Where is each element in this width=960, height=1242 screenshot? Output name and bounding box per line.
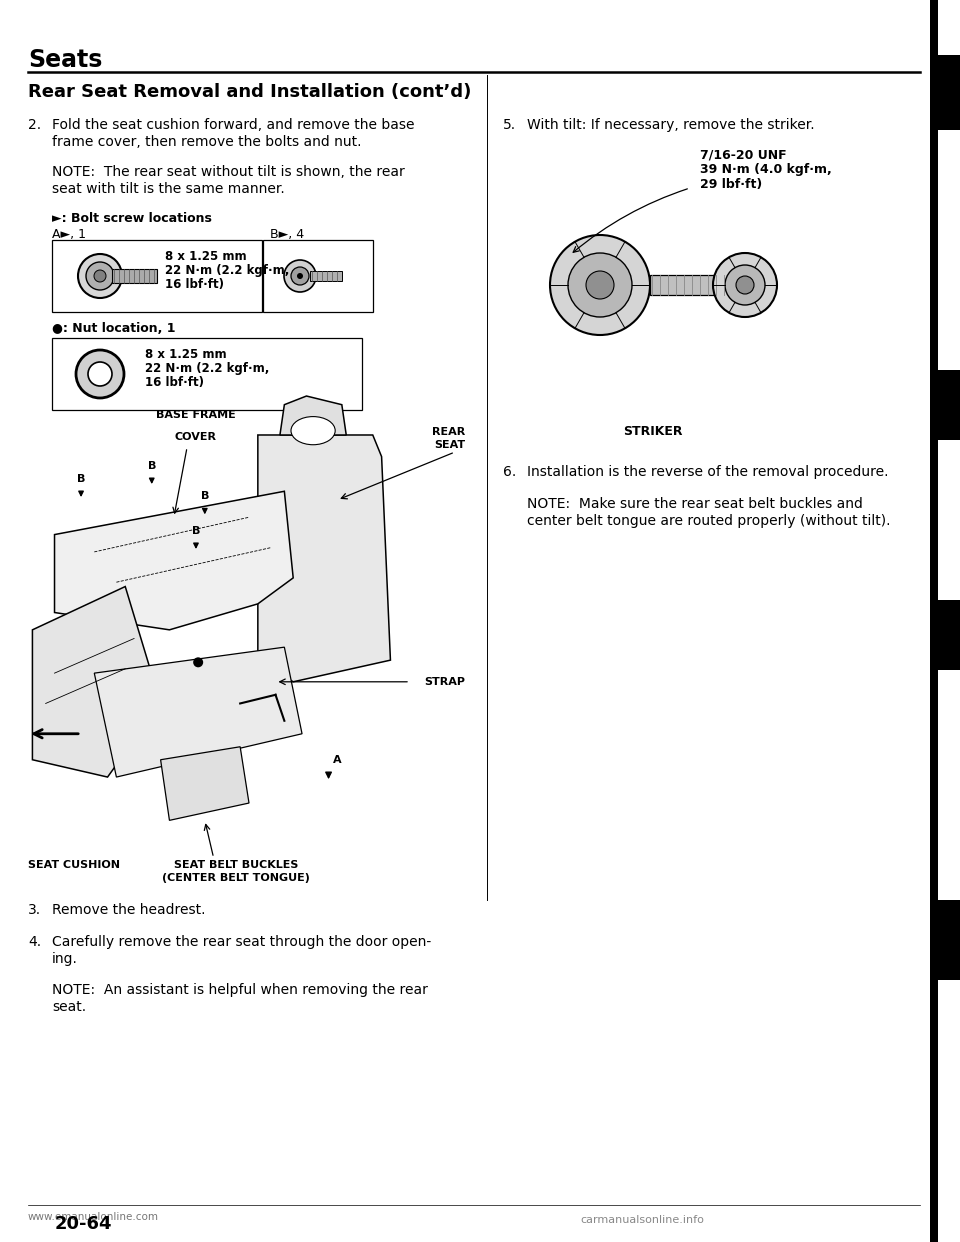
Text: seat with tilt is the same manner.: seat with tilt is the same manner. — [52, 183, 285, 196]
Text: REAR: REAR — [432, 427, 465, 437]
Polygon shape — [930, 900, 960, 980]
Text: ►: Bolt screw locations: ►: Bolt screw locations — [52, 212, 212, 225]
Bar — [310, 271, 342, 281]
Text: Carefully remove the rear seat through the door open-: Carefully remove the rear seat through t… — [52, 935, 431, 949]
Circle shape — [78, 255, 122, 298]
Text: 4.: 4. — [28, 935, 41, 949]
Text: 6.: 6. — [503, 465, 516, 479]
Polygon shape — [930, 370, 960, 440]
Text: center belt tongue are routed properly (without tilt).: center belt tongue are routed properly (… — [527, 514, 891, 528]
Text: 22 N·m (2.2 kgf·m,: 22 N·m (2.2 kgf·m, — [145, 361, 270, 375]
Text: With tilt: If necessary, remove the striker.: With tilt: If necessary, remove the stri… — [527, 118, 815, 132]
Text: SEAT BELT BUCKLES: SEAT BELT BUCKLES — [174, 859, 298, 869]
Bar — [52, 240, 262, 312]
Text: Remove the headrest.: Remove the headrest. — [52, 903, 205, 917]
Ellipse shape — [291, 416, 335, 445]
Circle shape — [193, 657, 204, 667]
Text: B: B — [148, 461, 156, 471]
Circle shape — [76, 350, 124, 397]
Text: A►, 1: A►, 1 — [52, 229, 86, 241]
Circle shape — [86, 262, 114, 289]
Polygon shape — [258, 435, 391, 682]
Text: Fold the seat cushion forward, and remove the base: Fold the seat cushion forward, and remov… — [52, 118, 415, 132]
Text: STRAP: STRAP — [424, 677, 465, 687]
Text: B: B — [192, 525, 201, 535]
Text: NOTE:  Make sure the rear seat belt buckles and: NOTE: Make sure the rear seat belt buckl… — [527, 497, 863, 510]
Text: Seats: Seats — [28, 48, 103, 72]
Text: B: B — [201, 492, 209, 502]
Polygon shape — [280, 396, 347, 435]
Text: 16 lbf·ft): 16 lbf·ft) — [145, 376, 204, 389]
Text: STRIKER: STRIKER — [623, 425, 683, 438]
Circle shape — [586, 271, 614, 299]
Circle shape — [284, 260, 316, 292]
Text: 8 x 1.25 mm: 8 x 1.25 mm — [165, 250, 247, 263]
Circle shape — [94, 270, 106, 282]
Polygon shape — [930, 600, 960, 669]
Text: NOTE:  An assistant is helpful when removing the rear: NOTE: An assistant is helpful when remov… — [52, 982, 428, 997]
Text: 16 lbf·ft): 16 lbf·ft) — [165, 278, 224, 291]
Text: 7/16-20 UNF: 7/16-20 UNF — [700, 148, 786, 161]
Circle shape — [713, 253, 777, 317]
Text: NOTE:  The rear seat without tilt is shown, the rear: NOTE: The rear seat without tilt is show… — [52, 165, 405, 179]
Text: 20-64: 20-64 — [55, 1215, 112, 1233]
Text: ●: Nut location, 1: ●: Nut location, 1 — [52, 322, 176, 335]
Text: frame cover, then remove the bolts and nut.: frame cover, then remove the bolts and n… — [52, 135, 362, 149]
Text: B: B — [77, 474, 85, 484]
Polygon shape — [930, 55, 960, 130]
Text: (CENTER BELT TONGUE): (CENTER BELT TONGUE) — [162, 873, 310, 883]
Text: B►, 4: B►, 4 — [270, 229, 304, 241]
Circle shape — [291, 267, 309, 284]
Text: 3.: 3. — [28, 903, 41, 917]
Text: A: A — [332, 755, 341, 765]
Text: 22 N·m (2.2 kgf·m,: 22 N·m (2.2 kgf·m, — [165, 265, 289, 277]
Polygon shape — [55, 492, 293, 630]
Text: www.emanualonline.com: www.emanualonline.com — [28, 1212, 159, 1222]
Bar — [930, 0, 938, 1242]
Circle shape — [725, 265, 765, 306]
Polygon shape — [33, 586, 160, 777]
Text: carmanualsonline.info: carmanualsonline.info — [580, 1215, 704, 1225]
Text: seat.: seat. — [52, 1000, 86, 1013]
Text: 5.: 5. — [503, 118, 516, 132]
Text: 8 x 1.25 mm: 8 x 1.25 mm — [145, 348, 227, 361]
Circle shape — [88, 361, 112, 386]
Text: 2.: 2. — [28, 118, 41, 132]
Bar — [112, 270, 157, 283]
Text: COVER: COVER — [175, 432, 217, 442]
Polygon shape — [94, 647, 302, 777]
Bar — [650, 274, 730, 296]
Circle shape — [297, 273, 303, 279]
Bar — [263, 240, 373, 312]
Circle shape — [736, 276, 754, 294]
Text: Installation is the reverse of the removal procedure.: Installation is the reverse of the remov… — [527, 465, 889, 479]
Text: ing.: ing. — [52, 953, 78, 966]
Text: Rear Seat Removal and Installation (cont’d): Rear Seat Removal and Installation (cont… — [28, 83, 471, 101]
Circle shape — [568, 253, 632, 317]
Text: SEAT CUSHION: SEAT CUSHION — [28, 859, 120, 869]
Polygon shape — [160, 746, 249, 821]
Text: BASE FRAME: BASE FRAME — [156, 410, 236, 420]
Text: 29 lbf·ft): 29 lbf·ft) — [700, 178, 762, 191]
Text: 39 N·m (4.0 kgf·m,: 39 N·m (4.0 kgf·m, — [700, 163, 831, 176]
Circle shape — [550, 235, 650, 335]
Bar — [52, 338, 362, 410]
Text: SEAT: SEAT — [434, 440, 465, 450]
